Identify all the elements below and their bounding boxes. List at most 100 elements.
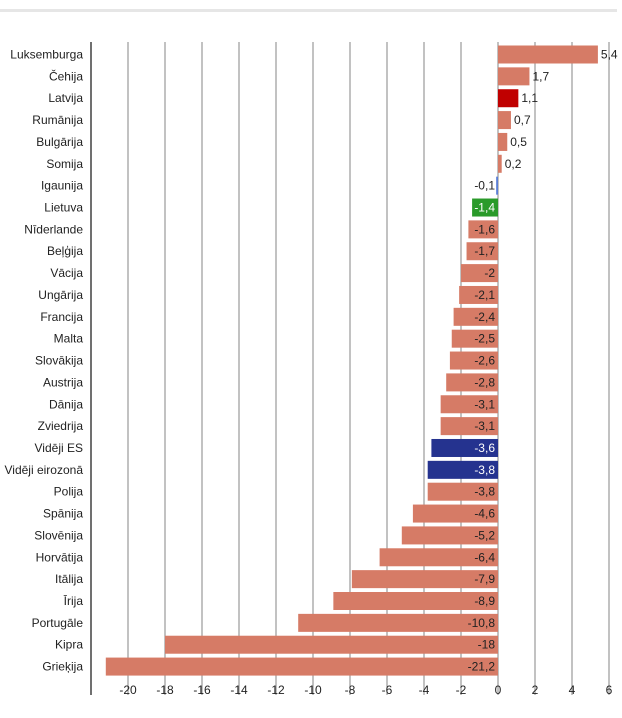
bar xyxy=(498,89,519,108)
bar xyxy=(498,67,530,86)
bar xyxy=(401,526,498,545)
value-label: -3,6 xyxy=(474,441,495,455)
x-tick-label: 0 xyxy=(495,683,502,697)
value-label: -10,8 xyxy=(468,616,496,630)
category-label: Čehija xyxy=(49,68,83,83)
bar xyxy=(451,329,498,348)
category-label: Francija xyxy=(40,310,83,324)
value-label: -3,8 xyxy=(474,485,495,499)
category-label: Austrija xyxy=(43,375,83,389)
x-tick-label: -20 xyxy=(119,683,137,697)
value-label: -0,1 xyxy=(474,179,495,193)
x-tick-label: -10 xyxy=(304,683,322,697)
category-label: Nīderlande xyxy=(24,222,83,236)
bar xyxy=(498,45,598,64)
bar xyxy=(351,570,498,589)
bar xyxy=(472,198,498,217)
category-label: Portugāle xyxy=(32,616,84,630)
bar xyxy=(498,154,502,173)
value-label: -1,4 xyxy=(474,201,495,215)
category-label: Horvātija xyxy=(36,550,84,564)
value-label: -2,5 xyxy=(474,332,495,346)
bar xyxy=(105,657,499,676)
x-tick-label: -2 xyxy=(456,683,467,697)
bar xyxy=(498,111,511,130)
bar xyxy=(427,460,498,479)
x-tick-label: 4 xyxy=(569,683,576,697)
value-label: -21,2 xyxy=(468,660,496,674)
top-divider xyxy=(0,9,617,12)
bar xyxy=(412,504,498,523)
category-label: Vidēji ES xyxy=(35,441,83,455)
bar xyxy=(498,132,508,151)
category-label: Itālija xyxy=(55,572,83,586)
category-label: Vācija xyxy=(50,266,83,280)
value-label: -1,7 xyxy=(474,244,495,258)
bar xyxy=(446,373,498,392)
value-label: -4,6 xyxy=(474,507,495,521)
bar xyxy=(379,548,498,567)
category-label: Slovēnija xyxy=(34,528,83,542)
bar xyxy=(453,307,498,326)
category-label: Vidēji eirozonā xyxy=(5,463,84,477)
value-label: -3,8 xyxy=(474,463,495,477)
x-tick-label: -6 xyxy=(382,683,393,697)
category-label: Latvija xyxy=(48,91,83,105)
category-label: Spānija xyxy=(43,507,83,521)
value-label: 1,1 xyxy=(521,91,538,105)
value-label: -2,1 xyxy=(474,288,495,302)
value-label: -8,9 xyxy=(474,594,495,608)
value-label: -2,8 xyxy=(474,375,495,389)
category-label: Slovākija xyxy=(35,354,83,368)
value-label: -7,9 xyxy=(474,572,495,586)
value-label: -6,4 xyxy=(474,550,495,564)
x-tick-label: -16 xyxy=(193,683,211,697)
value-label: -18 xyxy=(478,638,496,652)
value-label: -3,1 xyxy=(474,419,495,433)
value-label: 0,5 xyxy=(510,135,527,149)
x-tick-label: -12 xyxy=(267,683,285,697)
value-label: -2 xyxy=(484,266,495,280)
value-label: -2,4 xyxy=(474,310,495,324)
bar xyxy=(449,351,498,370)
value-label: -2,6 xyxy=(474,354,495,368)
category-label: Dānija xyxy=(49,397,83,411)
category-label: Beļģija xyxy=(47,244,83,258)
value-label: 0,2 xyxy=(505,157,522,171)
value-label: 5,4 xyxy=(601,48,618,62)
value-label: 0,7 xyxy=(514,113,531,127)
bar xyxy=(440,395,498,414)
category-label: Ungārija xyxy=(38,288,83,302)
x-tick-label: -8 xyxy=(345,683,356,697)
bar xyxy=(427,482,498,501)
bar xyxy=(333,592,498,610)
bar xyxy=(165,635,498,654)
value-label: -1,6 xyxy=(474,222,495,236)
x-tick-label: 2 xyxy=(532,683,539,697)
bar xyxy=(431,438,498,457)
category-label: Bulgārija xyxy=(36,135,83,149)
x-tick-label: -18 xyxy=(156,683,174,697)
value-label: -3,1 xyxy=(474,397,495,411)
bar xyxy=(459,285,498,304)
value-label: -5,2 xyxy=(474,528,495,542)
category-label: Īrija xyxy=(64,594,84,608)
category-label: Polija xyxy=(54,485,84,499)
value-label: 1,7 xyxy=(532,69,549,83)
bar xyxy=(496,176,498,195)
bar xyxy=(468,220,498,239)
category-label: Somija xyxy=(46,157,83,171)
bar xyxy=(440,417,498,436)
x-tick-label: -4 xyxy=(419,683,430,697)
bar xyxy=(466,242,498,261)
category-label: Rumānija xyxy=(32,113,83,127)
category-label: Luksemburga xyxy=(10,48,83,62)
category-label: Lietuva xyxy=(44,201,83,215)
x-tick-label: -14 xyxy=(230,683,248,697)
category-label: Grieķija xyxy=(42,660,83,674)
category-label: Malta xyxy=(54,332,84,346)
category-label: Zviedrija xyxy=(38,419,84,433)
x-tick-label: 6 xyxy=(606,683,613,697)
category-label: Igaunija xyxy=(41,179,83,193)
